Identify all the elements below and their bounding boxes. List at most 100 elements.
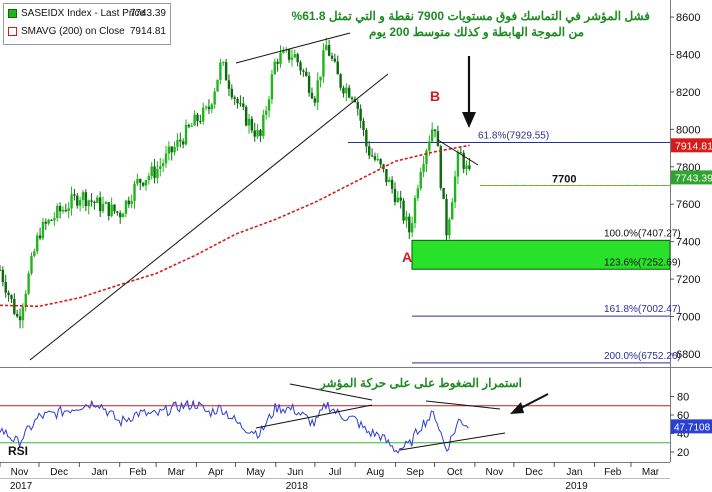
candle-body bbox=[405, 216, 408, 221]
x-month-label: Feb bbox=[129, 467, 147, 478]
candle-body bbox=[451, 202, 454, 220]
rsi-y-tick-label: 60 bbox=[677, 410, 689, 422]
candle-body bbox=[365, 130, 368, 147]
candle-body bbox=[10, 295, 13, 299]
price-y-tick-label: 7000 bbox=[676, 312, 700, 324]
candle-body bbox=[87, 200, 90, 207]
chart-legend: SASEIDX Index - Last Price 7743.39 SMAVG… bbox=[3, 3, 171, 45]
legend-label-last-price: SASEIDX Index - Last Price bbox=[21, 8, 145, 19]
candle-body bbox=[98, 197, 102, 212]
sma-200-line bbox=[0, 144, 470, 308]
candle-body bbox=[15, 313, 19, 317]
sma-value-tag-bg bbox=[671, 138, 712, 153]
candle-body bbox=[373, 156, 377, 160]
candle-body bbox=[276, 61, 279, 64]
candle-body bbox=[247, 118, 251, 126]
candle-body bbox=[90, 200, 93, 202]
candle-body bbox=[356, 101, 359, 109]
price-y-tick-label: 7600 bbox=[676, 199, 700, 211]
candle-body bbox=[196, 114, 199, 122]
x-month-label: Aug bbox=[366, 467, 384, 478]
rsi-value-tag-bg bbox=[671, 419, 712, 434]
candle-body bbox=[179, 139, 182, 142]
price-y-tick-label: 8400 bbox=[676, 49, 700, 61]
candle-body bbox=[18, 316, 22, 321]
candle-body bbox=[410, 223, 414, 233]
price-y-tick-label: 8200 bbox=[676, 87, 700, 99]
candle-body bbox=[202, 107, 205, 122]
candle-body bbox=[299, 62, 302, 71]
candle-body bbox=[339, 74, 342, 88]
candle-body bbox=[167, 146, 171, 154]
candle-body bbox=[153, 166, 156, 178]
upper-trend-line bbox=[235, 32, 351, 64]
candle-body bbox=[379, 159, 382, 165]
x-month-label: Dec bbox=[525, 467, 543, 478]
candle-body bbox=[236, 98, 239, 104]
candle-body bbox=[161, 163, 165, 167]
candle-body bbox=[273, 61, 276, 75]
candle-body bbox=[250, 118, 254, 131]
level-7700-label: 7700 bbox=[552, 174, 576, 186]
candle-body bbox=[319, 76, 322, 81]
candle-body bbox=[116, 211, 119, 213]
candle-body bbox=[465, 165, 468, 169]
candle-body bbox=[242, 103, 245, 107]
candle-body bbox=[433, 129, 437, 132]
candle-body bbox=[156, 168, 159, 178]
candle-body bbox=[127, 200, 130, 205]
candle-body bbox=[219, 62, 222, 80]
candle-body bbox=[187, 124, 191, 127]
candle-body bbox=[290, 57, 294, 60]
candle-body bbox=[376, 159, 380, 161]
annotations: 61.8%(7929.55) 100.0%(7407.27) 123.6%(7252… bbox=[8, 56, 681, 458]
candle-body bbox=[302, 70, 305, 72]
candle-body bbox=[41, 221, 45, 239]
candle-body bbox=[107, 202, 110, 217]
candle-body bbox=[130, 200, 133, 205]
candle-body bbox=[436, 131, 440, 147]
candle-body bbox=[385, 169, 388, 183]
candle-body bbox=[368, 146, 371, 156]
candle-body bbox=[327, 45, 331, 56]
rsi-panel bbox=[0, 383, 670, 454]
candle-body bbox=[190, 125, 193, 127]
candle-body bbox=[199, 121, 202, 123]
candle-body bbox=[73, 194, 76, 196]
candle-body bbox=[459, 152, 463, 154]
candle-body bbox=[213, 91, 216, 105]
x-month-label: Nov bbox=[11, 467, 29, 478]
price-y-tick-label: 8000 bbox=[676, 124, 700, 136]
candle-body bbox=[390, 179, 394, 189]
rsi-trend-line-2-upper bbox=[425, 400, 501, 410]
candle-body bbox=[210, 104, 213, 110]
legend-item-smavg: SMAVG (200) on Close 7914.81 bbox=[8, 25, 166, 39]
candle-body bbox=[310, 92, 314, 99]
candle-body bbox=[81, 192, 85, 201]
candle-body bbox=[47, 219, 50, 224]
candle-body bbox=[56, 205, 59, 219]
annotation-top-line1: فشل المؤشر في التماسك فوق مستويات 7900 ن… bbox=[291, 9, 650, 23]
candle-body bbox=[256, 130, 259, 137]
candle-body bbox=[84, 192, 88, 207]
candle-body bbox=[144, 180, 148, 186]
price-y-tick-label: 7400 bbox=[676, 237, 700, 249]
candle-body bbox=[313, 98, 317, 103]
candle-body bbox=[330, 55, 334, 59]
candle-body bbox=[453, 176, 457, 203]
candle-body bbox=[325, 45, 328, 51]
candle-body bbox=[362, 120, 365, 131]
last-price-tag: 7743.39 bbox=[675, 172, 712, 184]
short-down-line bbox=[437, 139, 479, 166]
x-month-label: Mar bbox=[168, 467, 186, 478]
candle-body bbox=[164, 153, 168, 164]
x-month-label: Jan bbox=[566, 467, 582, 478]
candle-body bbox=[119, 212, 122, 218]
candle-body bbox=[244, 106, 248, 126]
candle-body bbox=[342, 87, 345, 94]
candle-body bbox=[176, 139, 179, 147]
x-year-label: 2018 bbox=[286, 481, 309, 492]
candle-body bbox=[416, 188, 420, 199]
candle-body bbox=[170, 146, 173, 153]
